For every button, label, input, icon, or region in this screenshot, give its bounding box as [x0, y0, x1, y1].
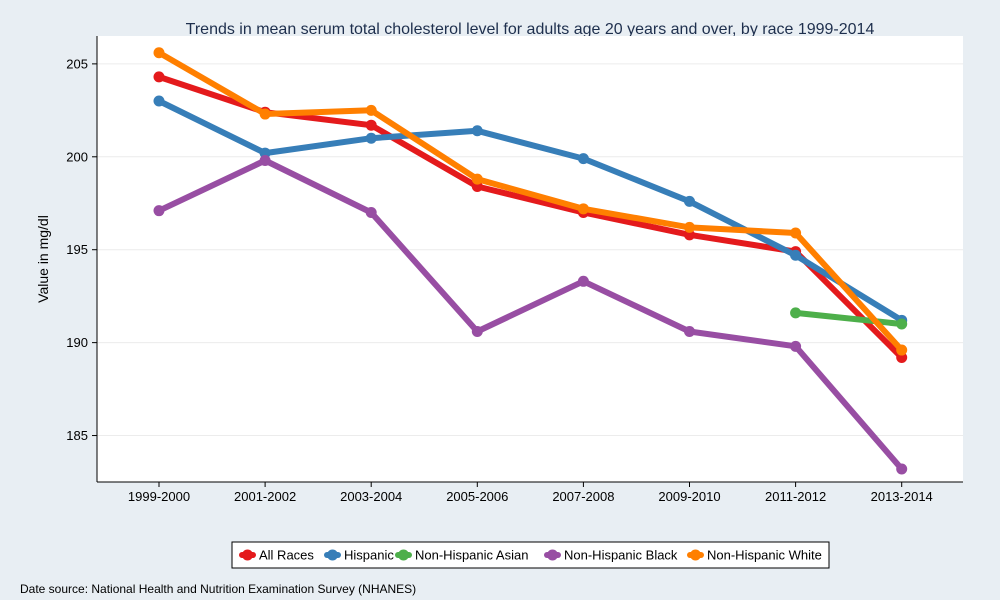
data-point: [153, 205, 165, 217]
series-line: [792, 309, 905, 327]
y-tick-label: 195: [66, 242, 88, 257]
data-point: [577, 203, 589, 215]
legend-marker: [547, 549, 558, 561]
data-point: [577, 153, 589, 165]
source-note: Date source: National Health and Nutriti…: [20, 582, 416, 596]
x-tick-label: 2001-2002: [234, 489, 296, 504]
data-point: [471, 325, 483, 337]
legend-label: All Races: [259, 548, 314, 563]
legend-label: Non-Hispanic Black: [564, 548, 678, 563]
data-point: [365, 119, 377, 131]
x-tick-label: 1999-2000: [128, 489, 190, 504]
x-tick-label: 2005-2006: [446, 489, 508, 504]
series-non-hispanic-white: [153, 47, 908, 356]
data-point: [790, 227, 802, 239]
series-line: [156, 49, 905, 354]
legend-marker: [690, 549, 701, 561]
legend-marker: [242, 549, 253, 561]
x-tick-label: 2011-2012: [765, 489, 826, 504]
series-line: [156, 157, 905, 472]
data-point: [684, 325, 695, 337]
y-tick-label: 185: [66, 428, 88, 443]
plot-area: [97, 36, 963, 482]
legend-item: Non-Hispanic White: [687, 548, 822, 563]
data-point: [790, 307, 802, 319]
data-point: [259, 155, 271, 167]
series-layer: [153, 47, 908, 475]
legend-item: All Races: [239, 548, 314, 563]
data-point: [153, 95, 165, 107]
legend-label: Non-Hispanic Asian: [415, 548, 528, 563]
legend-item: Non-Hispanic Asian: [395, 548, 528, 563]
y-ticks: 185 190 195 200 205: [66, 56, 97, 443]
x-tick-label: 2003-2004: [340, 489, 402, 504]
legend-marker: [398, 549, 409, 561]
data-point: [153, 71, 165, 83]
data-point: [153, 47, 165, 59]
data-point: [365, 132, 377, 144]
y-tick-label: 205: [66, 56, 88, 71]
y-tick-label: 190: [66, 335, 88, 350]
data-point: [896, 318, 908, 330]
data-point: [684, 195, 695, 207]
legend-item: Non-Hispanic Black: [544, 548, 678, 563]
data-point: [365, 207, 377, 219]
gridlines: [97, 63, 963, 437]
series-non-hispanic-black: [153, 155, 908, 475]
chart-title: Trends in mean serum total cholesterol l…: [186, 21, 875, 38]
data-point: [577, 275, 589, 287]
x-tick-label: 2007-2008: [552, 489, 614, 504]
legend: All Races Hispanic Non-Hispanic Asian Non-H…: [239, 548, 822, 563]
data-point: [896, 463, 908, 475]
x-tick-label: 2013-2014: [871, 489, 933, 504]
data-point: [259, 108, 271, 120]
data-point: [896, 344, 908, 356]
series-non-hispanic-asian: [790, 307, 908, 330]
data-point: [790, 340, 802, 352]
x-tick-label: 2009-2010: [658, 489, 720, 504]
x-ticks: 1999-2000 2001-2002 2003-2004 2005-2006 2007…: [128, 482, 933, 504]
legend-label: Hispanic: [344, 548, 394, 563]
legend-marker: [327, 549, 338, 561]
y-axis-label: Value in mg/dl: [35, 215, 51, 303]
data-point: [790, 249, 802, 261]
data-point: [365, 104, 377, 116]
legend-label: Non-Hispanic White: [707, 548, 822, 563]
data-point: [471, 173, 483, 185]
data-point: [471, 125, 483, 137]
y-tick-label: 200: [66, 149, 88, 164]
series-line: [156, 98, 905, 324]
legend-item: Hispanic: [324, 548, 394, 563]
series-hispanic: [153, 95, 908, 326]
data-point: [684, 221, 695, 233]
